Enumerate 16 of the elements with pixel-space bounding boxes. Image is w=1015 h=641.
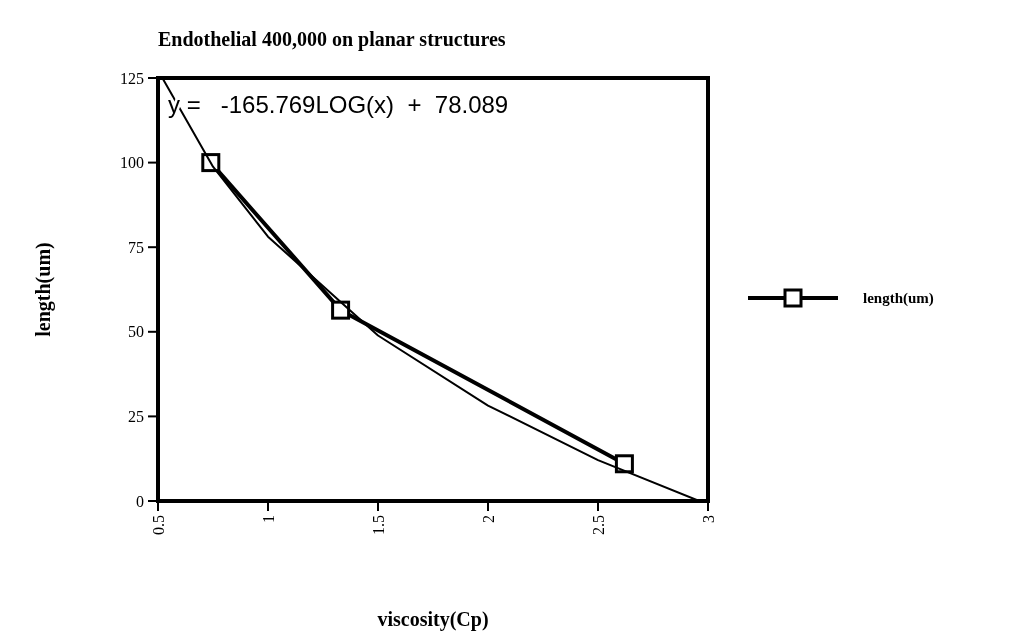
x-tick-label: 2 — [479, 515, 497, 523]
chart-title: Endothelial 400,000 on planar structures — [158, 28, 506, 51]
y-axis-title: length(um) — [32, 242, 55, 337]
y-tick-label: 125 — [120, 69, 144, 87]
y-tick-label: 25 — [128, 408, 144, 425]
x-axis-title: viscosity(Cp) — [377, 608, 489, 631]
y-tick-label: 100 — [120, 154, 144, 172]
x-tick-label: 3 — [699, 515, 717, 523]
x-tick-label: 1.5 — [369, 515, 387, 535]
x-tick-label: 2.5 — [589, 515, 607, 535]
x-tick-label: 0.5 — [149, 515, 167, 535]
y-tick-label: 75 — [128, 238, 144, 256]
y-tick-label: 0 — [136, 492, 144, 510]
y-tick-label: 50 — [128, 323, 144, 341]
text: length(um) — [863, 290, 934, 308]
x-tick-label: 1 — [259, 515, 277, 523]
